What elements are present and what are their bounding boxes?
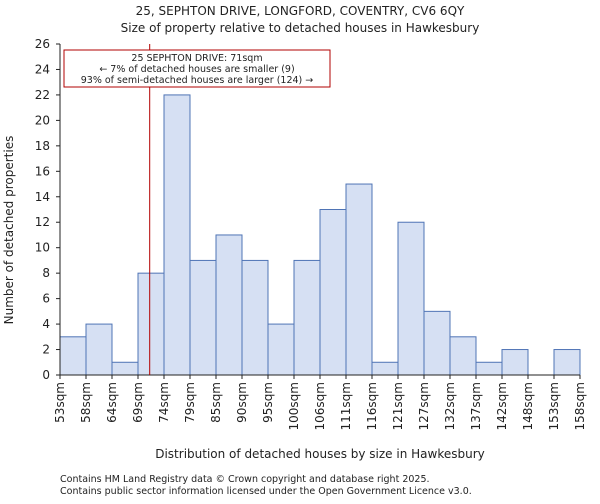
- histogram-bar: [163, 94, 191, 376]
- y-tick-label: 10: [35, 241, 50, 255]
- histogram-bar: [345, 183, 373, 376]
- histogram-bar: [475, 361, 503, 376]
- y-tick-label: 12: [35, 215, 50, 229]
- y-tick-label: 16: [35, 164, 50, 178]
- annotation-line-2: ← 7% of detached houses are smaller (9): [99, 64, 294, 75]
- footer-line-1: Contains HM Land Registry data © Crown c…: [60, 474, 430, 485]
- histogram-bar: [397, 221, 425, 376]
- histogram-bar: [59, 336, 87, 376]
- y-tick-label: 20: [35, 113, 50, 127]
- x-tick-label: 148sqm: [521, 382, 535, 430]
- x-tick-label: 100sqm: [287, 382, 301, 430]
- histogram-bar: [241, 259, 269, 376]
- histogram-bar: [137, 272, 165, 376]
- y-tick-label: 22: [35, 88, 50, 102]
- x-tick-label: 58sqm: [79, 382, 93, 423]
- x-tick-label: 127sqm: [417, 382, 431, 430]
- y-tick-label: 4: [42, 317, 50, 331]
- x-tick-label: 142sqm: [495, 382, 509, 430]
- x-axis-label: Distribution of detached houses by size …: [155, 447, 485, 461]
- x-tick-label: 111sqm: [339, 382, 353, 430]
- y-tick-label: 8: [42, 266, 50, 280]
- y-tick-label: 2: [42, 343, 50, 357]
- y-tick-label: 18: [35, 139, 50, 153]
- histogram-bar: [371, 361, 399, 376]
- x-tick-label: 79sqm: [183, 382, 197, 423]
- footer-line-2: Contains public sector information licen…: [60, 486, 472, 497]
- annotation-rect: [63, 49, 331, 88]
- histogram-bar: [423, 310, 451, 376]
- annotation-line-3: 93% of semi-detached houses are larger (…: [81, 75, 314, 86]
- x-tick-label: 153sqm: [547, 382, 561, 430]
- histogram-bar: [293, 259, 321, 376]
- x-tick-label: 137sqm: [469, 382, 483, 430]
- histogram-bar: [449, 336, 477, 376]
- x-tick-label: 74sqm: [157, 382, 171, 423]
- chart-title: 25, SEPHTON DRIVE, LONGFORD, COVENTRY, C…: [136, 4, 465, 18]
- histogram-bar: [85, 323, 113, 376]
- x-tick-label: 132sqm: [443, 382, 457, 430]
- y-tick-label: 26: [35, 37, 50, 51]
- y-axis-label: Number of detached properties: [2, 136, 16, 325]
- y-tick-label: 24: [35, 62, 50, 76]
- y-tick-label: 14: [35, 190, 50, 204]
- annotation-box: 25 SEPHTON DRIVE: 71sqm ← 7% of detached…: [63, 49, 331, 88]
- histogram-bar: [189, 259, 217, 376]
- annotation-line-1: 25 SEPHTON DRIVE: 71sqm: [131, 53, 262, 64]
- chart-subtitle: Size of property relative to detached ho…: [121, 21, 480, 35]
- x-tick-label: 121sqm: [391, 382, 405, 430]
- x-tick-label: 158sqm: [573, 382, 587, 430]
- bars-layer: [59, 94, 581, 376]
- histogram-bar: [501, 349, 529, 376]
- histogram-bar: [267, 323, 295, 376]
- x-tick-label: 69sqm: [131, 382, 145, 423]
- x-tick-label: 53sqm: [53, 382, 67, 423]
- x-tick-label: 106sqm: [313, 382, 327, 430]
- histogram-bar: [553, 349, 581, 376]
- histogram-bar: [319, 209, 347, 376]
- x-tick-label: 95sqm: [261, 382, 275, 423]
- x-tick-label: 116sqm: [365, 382, 379, 430]
- x-tick-label: 85sqm: [209, 382, 223, 423]
- x-tick-label: 64sqm: [105, 382, 119, 423]
- x-tick-label: 90sqm: [235, 382, 249, 423]
- y-tick-label: 6: [42, 292, 50, 306]
- histogram-bar: [111, 361, 139, 376]
- histogram-bar: [215, 234, 243, 376]
- y-tick-label: 0: [42, 368, 50, 382]
